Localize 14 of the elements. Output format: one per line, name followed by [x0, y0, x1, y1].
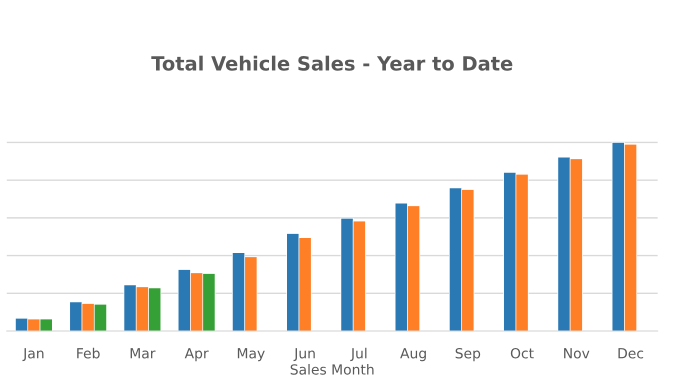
chart-title: Total Vehicle Sales - Year to Date	[151, 56, 512, 71]
x-tick-label: Sep	[456, 348, 480, 362]
x-tick-label: Mar	[130, 348, 156, 359]
x-tick-label: Jan	[22, 348, 44, 362]
x-tick-label: Oct	[510, 348, 534, 359]
x-tick-label: Jul	[350, 348, 366, 362]
x-tick-label: Jun	[294, 348, 315, 362]
x-tick-label: Dec	[618, 348, 644, 359]
x-tick-label: Aug	[400, 348, 426, 362]
x-tick-label: May	[238, 348, 265, 362]
x-tick-label: Feb	[77, 348, 100, 359]
x-tick-label: Apr	[184, 348, 209, 362]
x-tick-label: Nov	[564, 348, 590, 359]
x-axis-title: Sales Month	[290, 364, 374, 375]
